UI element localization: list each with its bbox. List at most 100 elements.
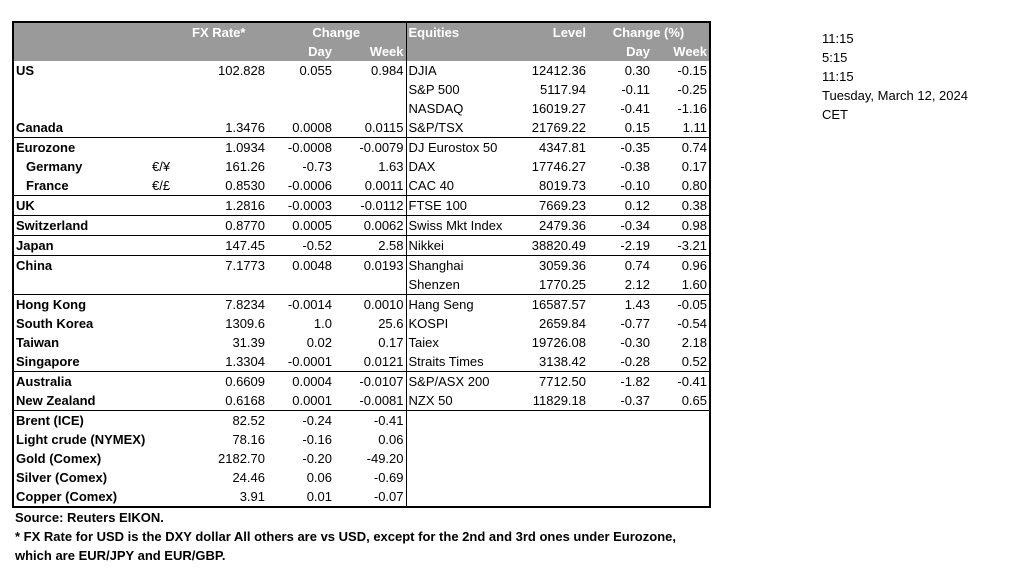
equity-level — [514, 430, 588, 449]
fx-rate: 0.6609 — [190, 371, 267, 391]
equity-index: Shanghai — [405, 255, 515, 275]
equity-change-day: 0.12 — [588, 195, 653, 216]
country-name: UK — [13, 195, 150, 216]
equity-change-day: -0.38 — [620, 159, 651, 174]
country-name: Silver (Comex) — [16, 470, 108, 485]
fx-change-week: -49.20 — [366, 451, 404, 466]
equities-header: Equities — [405, 22, 515, 42]
fx-change-day: -0.0001 — [287, 354, 332, 369]
equity-index: DAX — [405, 157, 515, 176]
day-header: Day — [267, 42, 334, 61]
cross-symbol — [150, 294, 190, 314]
cross-symbol — [150, 371, 190, 391]
equity-index: Taiex — [405, 333, 515, 352]
fx-change-week: 0.0115 — [364, 120, 404, 135]
equity-change-day: 1.43 — [588, 294, 653, 314]
fx-change-week: 0.17 — [378, 335, 404, 350]
equity-level: 19726.08 — [531, 335, 587, 350]
fx-change-day — [267, 99, 334, 118]
change-header: Change — [267, 22, 407, 42]
country-name: Japan — [13, 235, 150, 256]
week-header: Week — [334, 42, 407, 61]
equity-change-week: -1.16 — [677, 101, 708, 116]
cross-symbol — [150, 487, 190, 507]
equity-change-week: -0.25 — [677, 82, 708, 97]
equity-level — [514, 487, 588, 507]
table-row: Light crude (NYMEX) 78.16 -0.16 0.06 — [13, 430, 710, 449]
country-name: Canada — [16, 120, 63, 135]
equity-change-day: -1.82 — [588, 371, 653, 391]
fx-change-day: -0.52 — [267, 235, 334, 256]
equity-change-week: -3.21 — [652, 235, 711, 256]
table-row: Copper (Comex) 3.91 0.01 -0.07 — [13, 487, 710, 507]
equity-change-day — [588, 410, 653, 430]
cross-symbol — [150, 255, 190, 275]
equity-level: 7712.50 — [514, 371, 589, 391]
equity-index: S&P/TSX — [405, 118, 515, 138]
equity-change-day: -0.41 — [620, 101, 651, 116]
fx-rate: 7.1773 — [190, 255, 267, 275]
table-row: Shenzen 1770.25 2.12 1.60 — [13, 275, 710, 295]
fx-change-week: -0.0112 — [334, 195, 407, 216]
equity-index — [405, 449, 515, 468]
table-row: South Korea 1309.6 1.0 25.6 KOSPI 2659.84 -0.7… — [13, 314, 710, 333]
source-note: Source: Reuters EIKON. — [15, 510, 164, 525]
equity-level: 17746.27 — [531, 159, 587, 174]
fx-rate: 24.46 — [232, 470, 265, 485]
fx-change-day — [267, 80, 334, 99]
fx-rate: 3.91 — [239, 489, 265, 504]
fx-rate: 2182.70 — [218, 451, 265, 466]
fx-change-week: 2.58 — [334, 235, 407, 256]
fx-change-day: 0.06 — [306, 470, 332, 485]
fx-change-week: -0.0081 — [359, 393, 404, 408]
cross-symbol: €/¥ — [152, 159, 171, 174]
equity-index: Nikkei — [405, 235, 515, 256]
country-name: Light crude (NYMEX) — [16, 432, 146, 447]
equity-change-week: -0.54 — [677, 316, 708, 331]
fx-rate: 1.0934 — [190, 137, 267, 157]
equity-change-week — [652, 430, 710, 449]
table-row: Switzerland 0.8770 0.0005 0.0062 Swiss Mkt I… — [13, 215, 711, 236]
fx-rate — [190, 80, 267, 99]
cross-symbol — [150, 195, 190, 216]
country-name: Switzerland — [13, 215, 150, 236]
equity-change-day: -0.28 — [620, 354, 651, 369]
equity-index: Swiss Mkt Index — [405, 215, 515, 236]
fx-change-day: -0.0014 — [267, 294, 334, 314]
equity-change-week: 2.18 — [681, 335, 708, 350]
fx-change-day: -0.24 — [267, 410, 334, 430]
equity-index: S&P/ASX 200 — [405, 371, 515, 391]
country-name: Australia — [13, 371, 150, 391]
date: Tuesday, March 12, 2024 — [822, 88, 968, 103]
eq-day-header: Day — [588, 42, 653, 61]
equity-level: 3138.42 — [539, 354, 587, 369]
table-row: France €/£ 0.8530 -0.0006 0.0011 CAC 40 8019.7… — [13, 176, 710, 196]
equity-level: 4347.81 — [514, 137, 589, 157]
fx-rate — [190, 275, 267, 295]
country-name: New Zealand — [16, 393, 96, 408]
level-header: Level — [514, 22, 589, 42]
fx-rate: 1309.6 — [225, 316, 265, 331]
equity-index: DJIA — [405, 61, 515, 80]
country-name: Brent (ICE) — [13, 410, 150, 430]
country-name — [13, 80, 150, 99]
fx-change-day: 0.02 — [306, 335, 332, 350]
fx-change-week: 25.6 — [378, 316, 404, 331]
fx-change-day: 0.0004 — [267, 371, 334, 391]
equity-change-week: 1.11 — [682, 120, 708, 135]
fx-rate: 0.8530 — [225, 178, 265, 193]
table-row: Gold (Comex) 2182.70 -0.20 -49.20 — [13, 449, 710, 468]
table-row: Australia 0.6609 0.0004 -0.0107 S&P/ASX 200 7… — [13, 371, 711, 391]
equity-index: NASDAQ — [405, 99, 515, 118]
equity-change-day: 0.74 — [588, 255, 653, 275]
equity-change-day: -2.19 — [588, 235, 653, 256]
cross-symbol — [150, 118, 190, 138]
fx-rate: 161.26 — [225, 159, 265, 174]
fx-change-day: -0.73 — [302, 159, 332, 174]
equity-change-week: 0.96 — [652, 255, 711, 275]
fx-rate: 82.52 — [190, 410, 267, 430]
cross-symbol — [150, 410, 190, 430]
fx-change-day: 0.055 — [299, 63, 332, 78]
equity-change-day: -0.77 — [620, 316, 651, 331]
cross-symbol — [150, 215, 190, 236]
